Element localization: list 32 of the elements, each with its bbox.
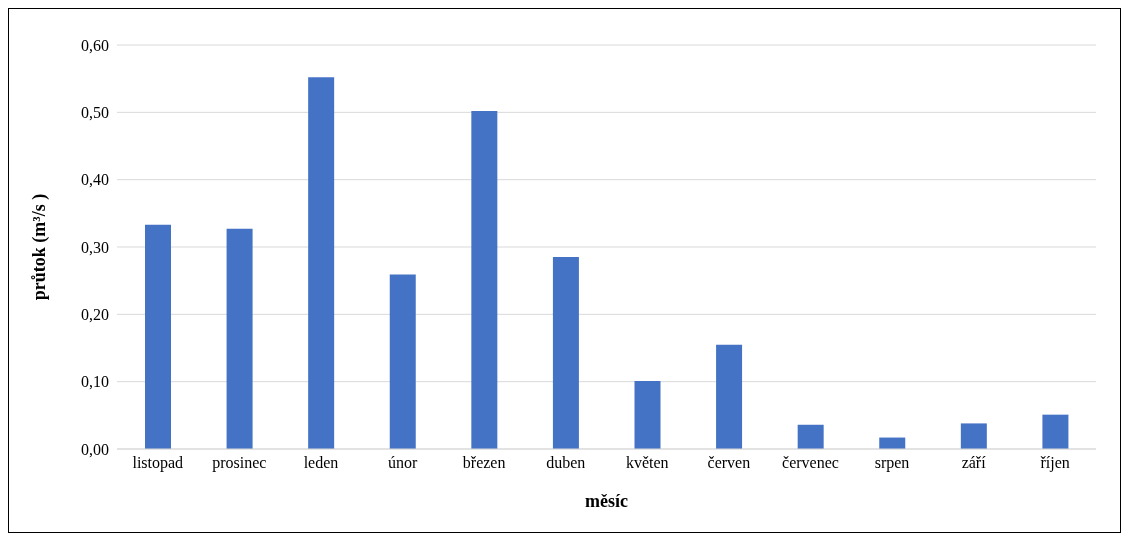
bar xyxy=(552,257,579,449)
y-tick-label: 0,00 xyxy=(81,440,109,458)
bar xyxy=(634,380,661,449)
bar xyxy=(471,110,498,449)
bar xyxy=(716,344,743,449)
bar xyxy=(960,423,987,449)
x-axis-title: měsíc xyxy=(585,491,628,511)
bar xyxy=(797,424,824,449)
bar xyxy=(308,77,335,449)
x-tick-label: únor xyxy=(387,454,418,472)
x-tick-label: prosinec xyxy=(212,454,267,473)
x-tick-label: leden xyxy=(303,454,339,472)
x-tick-label: říjen xyxy=(1040,454,1070,473)
x-tick-label: listopad xyxy=(132,454,184,473)
y-tick-label: 0,10 xyxy=(81,373,109,391)
bar xyxy=(1042,414,1069,449)
y-tick-label: 0,30 xyxy=(81,238,109,256)
y-axis-title: průtok (m³/s ) xyxy=(29,193,51,301)
x-tick-label: červenec xyxy=(782,454,839,472)
x-tick-label: březen xyxy=(462,454,506,472)
y-tick-label: 0,20 xyxy=(81,306,109,324)
y-tick-label: 0,50 xyxy=(81,104,109,122)
bar xyxy=(389,274,416,449)
bar xyxy=(145,224,171,449)
y-tick-label: 0,60 xyxy=(81,36,109,54)
y-tick-label: 0,40 xyxy=(81,171,109,189)
bar xyxy=(226,228,253,449)
x-tick-label: srpen xyxy=(874,454,910,473)
x-tick-label: červen xyxy=(707,454,751,472)
x-tick-label: duben xyxy=(546,454,586,472)
x-tick-label: květen xyxy=(625,454,669,472)
x-tick-label: září xyxy=(961,454,987,472)
